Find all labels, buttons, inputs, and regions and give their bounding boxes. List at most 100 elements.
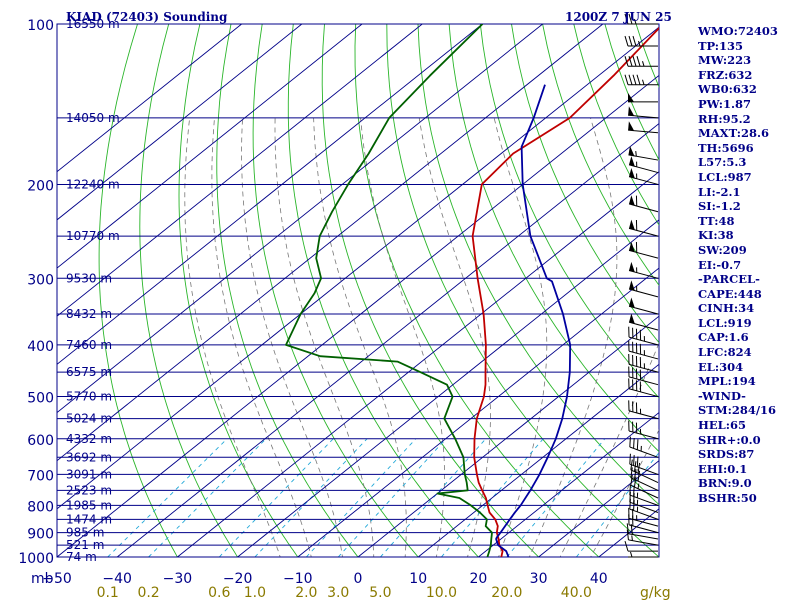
- mixing-ratio-line: [218, 438, 334, 557]
- isotherm: [116, 122, 659, 557]
- isotherm: [57, 24, 423, 317]
- wind-barb: [628, 156, 659, 174]
- wind-barb: [629, 453, 659, 475]
- dry-adiabat: [139, 24, 239, 557]
- mixing-ratio-tick-label: 10.0: [426, 585, 457, 600]
- pressure-tick-label: 200: [27, 178, 54, 194]
- index-item: SHR+:0.0: [698, 432, 761, 447]
- mixing-ratio-tick-label: 40.0: [561, 585, 592, 600]
- isotherm: [237, 219, 659, 557]
- dewpoint-line: [285, 24, 493, 557]
- wind-barb: [628, 261, 659, 279]
- index-item: TP:135: [698, 38, 744, 53]
- temperature-tick-label: −10: [283, 571, 313, 587]
- height-label: 985 m: [66, 526, 104, 540]
- pressure-tick-label: 800: [27, 499, 54, 515]
- wind-barb: [628, 106, 659, 119]
- index-item: LCL:919: [698, 315, 752, 330]
- height-label: 10770 m: [66, 229, 120, 243]
- sounding-indices-panel: WMO:72403 TP:135 MW:223 FRZ:632 WB0:632 PW:1.…: [698, 24, 798, 506]
- height-label: 3692 m: [66, 450, 112, 464]
- index-item: MW:223: [698, 53, 752, 68]
- height-label: 1474 m: [66, 512, 112, 526]
- pressure-tick-label: 500: [27, 391, 54, 407]
- dry-adiabat: [417, 24, 659, 506]
- mixing-ratio-tick-label: 1.0: [244, 585, 266, 600]
- chart-title: KIAD (72403) Sounding: [66, 10, 228, 24]
- wind-barb: [624, 540, 658, 552]
- wind-barb: [628, 507, 659, 527]
- index-item: LFC:824: [698, 345, 752, 360]
- mixing-ratio-line: [576, 451, 659, 557]
- wind-barb: [630, 467, 659, 491]
- wind-barb: [628, 551, 658, 558]
- wind-barb: [630, 474, 659, 499]
- index-item: CINH:34: [698, 301, 755, 316]
- dry-adiabat: [98, 24, 178, 557]
- wind-barb: [628, 92, 658, 103]
- isotherm: [478, 411, 659, 557]
- isotherm: [57, 24, 242, 173]
- index-item: FRZ:632: [698, 67, 753, 82]
- isotherm: [357, 315, 659, 557]
- isotherm: [57, 24, 604, 462]
- index-item: SRDS:87: [698, 447, 755, 462]
- pressure-tick-label: 900: [27, 527, 54, 543]
- mixing-ratio-line: [337, 438, 447, 557]
- isotherm: [177, 171, 659, 557]
- temperature-line: [471, 26, 659, 557]
- isotherm: [538, 460, 659, 557]
- isotherm: [57, 24, 303, 221]
- mixing-ratio-tick-label: 3.0: [327, 585, 349, 600]
- height-label: 521 m: [66, 538, 104, 552]
- wind-barb: [628, 353, 659, 373]
- pressure-tick-label: 400: [27, 339, 54, 355]
- index-item: TT:48: [698, 213, 735, 228]
- wind-barb: [626, 529, 659, 546]
- plot-area: [57, 24, 659, 557]
- index-item: MPL:194: [698, 374, 756, 389]
- wind-barb: [628, 326, 659, 346]
- pressure-tick-label: 700: [27, 468, 54, 484]
- dry-adiabat: [287, 24, 480, 557]
- height-label: 4332 m: [66, 432, 112, 446]
- isotherm: [297, 267, 659, 557]
- wind-barb: [629, 498, 659, 520]
- temperature-tick-label: 10: [409, 571, 427, 587]
- index-item: -WIND-: [698, 388, 746, 403]
- index-item: WB0:632: [698, 82, 757, 97]
- mixing-ratio-line: [380, 438, 487, 557]
- height-label: 5770 m: [66, 390, 112, 404]
- wind-barb: [628, 297, 659, 315]
- temperature-tick-label: −30: [163, 571, 193, 587]
- temperature-tick-label: −20: [223, 571, 253, 587]
- wind-barb: [628, 280, 659, 298]
- temperature-tick-label: 30: [530, 571, 548, 587]
- dry-adiabat: [178, 24, 299, 557]
- mixing-ratio-line: [306, 438, 417, 557]
- wind-barb: [628, 121, 659, 134]
- dry-adiabat: [386, 24, 659, 557]
- height-label: 7460 m: [66, 338, 112, 352]
- mixing-ratio-tick-label: 2.0: [295, 585, 317, 600]
- temperature-tick-label: −50: [42, 571, 72, 587]
- index-item: BRN:9.0: [698, 476, 752, 491]
- isotherm: [57, 24, 543, 414]
- temperature-tick-label: 0: [354, 571, 363, 587]
- mixing-ratio-line: [148, 438, 267, 557]
- x-axis-unit: mb: [31, 571, 54, 587]
- pressure-tick-label: 1000: [18, 551, 54, 567]
- wind-barb: [628, 195, 659, 213]
- index-item: STM:284/16: [698, 403, 777, 418]
- isotherm: [417, 363, 659, 557]
- wind-barb: [624, 13, 658, 25]
- mixing-ratio-unit: g/kg: [640, 585, 671, 600]
- pressure-tick-label: 600: [27, 433, 54, 449]
- mixing-ratio-tick-label: 20.0: [491, 585, 522, 600]
- dry-adiabat: [252, 24, 419, 557]
- index-item: CAPE:448: [698, 286, 762, 301]
- index-item: SW:209: [698, 242, 747, 257]
- height-label: 1985 m: [66, 498, 112, 512]
- index-item: SI:-1.2: [698, 199, 741, 214]
